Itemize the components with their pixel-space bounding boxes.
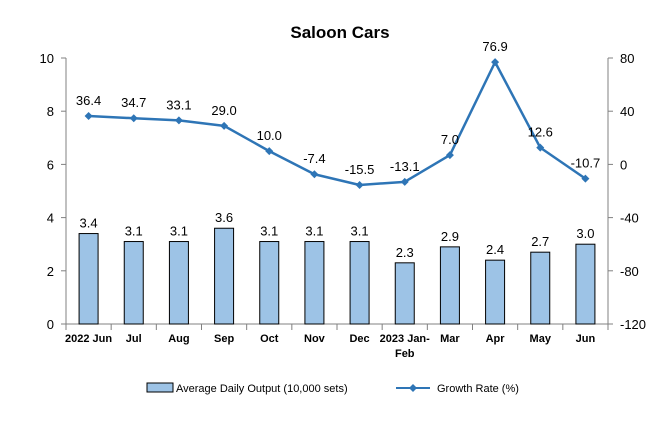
x-tick-label: Sep: [214, 333, 234, 345]
x-tick-label: 2023 Jan-: [380, 333, 430, 345]
line-point-marker: [355, 181, 364, 190]
line-data-label: 10.0: [257, 128, 282, 143]
legend-bar-swatch: [146, 382, 174, 393]
x-tick-label: Dec: [349, 333, 369, 345]
line-data-label: 33.1: [166, 97, 191, 112]
line-point-marker: [491, 58, 500, 67]
line-point-marker: [400, 177, 409, 186]
bar: [168, 241, 189, 325]
bar: [214, 227, 235, 325]
bar-data-label: 3.6: [215, 210, 233, 225]
line-point-marker: [129, 114, 138, 123]
line-data-label: 76.9: [482, 39, 507, 54]
bar-data-label: 2.9: [441, 229, 459, 244]
x-tick-label: Mar: [440, 333, 460, 345]
line-point-marker: [581, 174, 590, 183]
y-left-tick-label: 0: [47, 317, 54, 332]
bar-data-label: 3.1: [170, 224, 188, 239]
chart-title: Saloon Cars: [290, 23, 389, 42]
line-point-marker: [84, 111, 93, 120]
axes-group: 0 2 4 6 8 10 -120 -80 -40 0 40 80 2022 Jun Jul Aug Sep O…: [40, 51, 647, 360]
line-point-marker: [220, 121, 229, 130]
bar: [78, 233, 99, 325]
bar-data-label: 3.1: [305, 224, 323, 239]
y-right-tick-label: 40: [620, 104, 634, 119]
y-right-tick-label: 80: [620, 51, 634, 66]
legend-line-label: Growth Rate (%): [437, 383, 519, 395]
bars-group: [78, 227, 596, 325]
y-left-tick-label: 6: [47, 157, 54, 172]
x-tick-label: Oct: [260, 333, 279, 345]
x-tick-label: Apr: [486, 333, 506, 345]
bar-data-label: 3.1: [125, 224, 143, 239]
data-labels-group: 3.4 3.1 3.1 3.6 3.1 3.1 3.1 2.3 2.9 2.4 2.7 3.0 36.4…: [76, 39, 600, 260]
bar-data-label: 3.1: [260, 224, 278, 239]
line-data-label: 36.4: [76, 93, 101, 108]
y-left-tick-label: 4: [47, 211, 54, 226]
line-point-marker: [445, 151, 454, 160]
y-right-tick-label: -120: [620, 317, 646, 332]
line-point-marker: [265, 147, 274, 156]
x-tick-label: May: [530, 333, 552, 345]
x-tick-label: Nov: [304, 333, 326, 345]
line-data-label: -7.4: [303, 151, 325, 166]
legend-line-marker: [409, 384, 417, 392]
line-data-label: 34.7: [121, 95, 146, 110]
line-data-label: -10.7: [571, 156, 601, 171]
line-group: [84, 58, 590, 190]
line-data-label: 29.0: [211, 103, 236, 118]
bar-data-label: 3.4: [80, 216, 98, 231]
y-left-tick-label: 2: [47, 264, 54, 279]
bar: [349, 241, 370, 325]
y-left-tick-label: 10: [40, 51, 54, 66]
x-tick-label: Jun: [576, 333, 596, 345]
y-right-tick-label: -40: [620, 211, 639, 226]
bar-data-label: 3.1: [351, 224, 369, 239]
growth-rate-line: [88, 60, 587, 187]
bar: [304, 241, 325, 325]
line-data-label: 12.6: [528, 125, 553, 140]
y-right-tick-label: 0: [620, 157, 627, 172]
bar-data-label: 2.4: [486, 242, 504, 257]
line-point-marker: [536, 143, 545, 152]
x-tick-label: Aug: [168, 333, 189, 345]
y-left-tick-label: 8: [47, 104, 54, 119]
bar: [485, 259, 506, 325]
bar: [439, 246, 460, 325]
legend: Average Daily Output (10,000 sets) Growth…: [146, 382, 519, 395]
y-right-tick-label: -80: [620, 264, 639, 279]
bar: [394, 262, 415, 325]
line-data-label: -15.5: [345, 162, 375, 177]
bar: [575, 243, 596, 325]
line-data-label: 7.0: [441, 132, 459, 147]
line-point-marker: [174, 116, 183, 125]
x-tick-label: Jul: [126, 333, 142, 345]
line-data-label: -13.1: [390, 159, 420, 174]
line-point-marker: [310, 170, 319, 179]
bar-data-label: 3.0: [576, 226, 594, 241]
bar-data-label: 2.7: [531, 234, 549, 249]
legend-bar-label: Average Daily Output (10,000 sets): [176, 383, 348, 395]
bar-data-label: 2.3: [396, 245, 414, 260]
x-tick-label: 2022 Jun: [65, 333, 112, 345]
bar: [123, 241, 144, 325]
bar: [530, 251, 551, 325]
bar: [259, 241, 280, 325]
x-tick-label: Feb: [395, 348, 415, 360]
